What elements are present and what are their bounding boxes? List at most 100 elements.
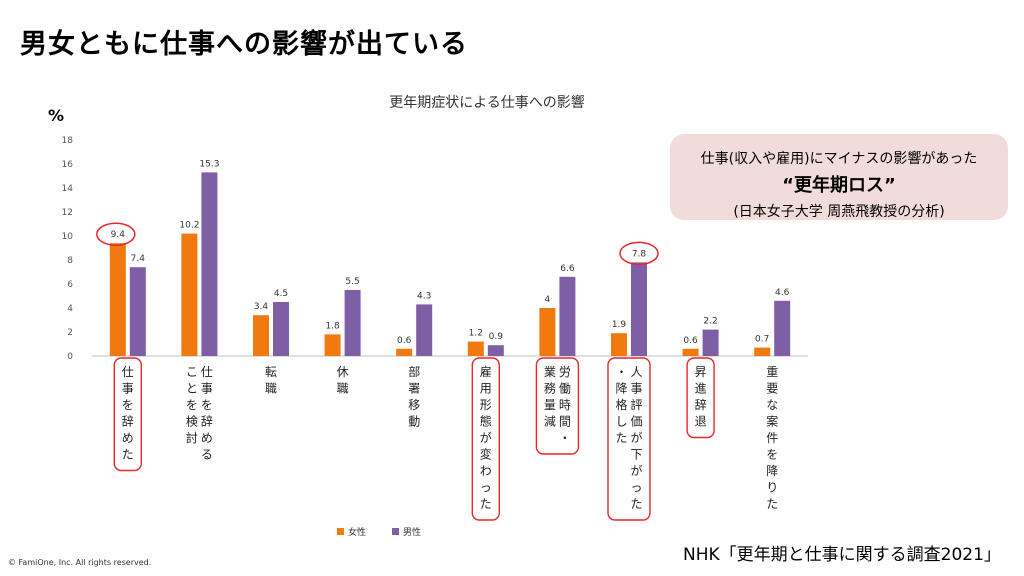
category-label-char: 職 [265,382,277,396]
slide-title: 男女ともに仕事への影響が出ている [20,29,468,60]
bar-male [702,329,719,356]
legend-label-female: 女性 [348,526,366,538]
category-label-char: 業 [544,365,556,379]
bar-male [273,302,289,356]
category-label-char: 人 [630,365,642,379]
category-label-char: 検 [186,415,198,429]
category-label-char: 事 [630,382,642,396]
data-label: 0.6 [683,336,698,346]
data-label: 9.4 [111,230,126,240]
value-highlight-circle [619,241,659,266]
data-label: 6.6 [560,264,575,274]
category-label-char: 変 [480,447,492,462]
category-label-char: を [122,398,134,412]
category-label-char: 要 [766,382,778,396]
bar-male [559,276,576,356]
y-tick-label: 2 [67,328,73,338]
category-highlight-frame [113,357,143,472]
category-label-char: が [630,430,642,445]
data-label: 5.5 [345,277,359,287]
category-label-char: た [615,431,627,445]
category-highlight-frame [471,357,500,521]
copyright: © FamiOne, Inc. All rights reserved. [8,558,152,567]
category-label-char: 用 [480,382,492,396]
category-label-char: を [201,398,213,412]
bar-female [324,334,341,356]
data-label: 15.3 [199,159,219,169]
category-label-char: り [766,481,778,495]
category-label-char: 辞 [695,397,707,412]
callout-attribution: (日本女子大学 周燕飛教授の分析) [733,204,945,220]
category-label-char: が [630,463,642,478]
category-label-char: っ [480,481,492,495]
category-label-char: 仕 [122,365,134,379]
category-label-char: 時 [559,398,571,412]
bar-male [201,172,218,356]
bar-male [416,304,433,356]
value-highlight-circle [96,222,136,246]
y-tick-label: 10 [62,232,74,242]
category-label-char: 昇 [695,365,707,379]
category-label-char: を [766,448,778,462]
data-label: 4.5 [274,289,288,299]
category-label-char: 辞 [122,414,134,429]
y-tick-label: 4 [67,304,73,314]
category-highlight-frame [607,357,651,521]
bar-male [344,290,361,356]
category-label-char: 仕 [201,365,213,379]
category-label-char: た [480,497,492,511]
y-tick-label: 0 [67,352,73,362]
category-label-char: め [201,431,213,445]
category-label-char: わ [480,464,492,478]
data-label: 3.4 [254,302,269,312]
category-label-char: 退 [695,415,707,429]
chart-title: 更年期症状による仕事への影響 [389,94,585,111]
category-label-char: 職 [337,382,349,396]
category-label-char: 辞 [201,414,213,429]
legend-swatch-male [392,528,399,535]
legend-swatch-female [337,528,344,535]
bar-male [631,262,647,356]
category-highlight-frame [686,357,715,439]
category-label-char: 部 [408,364,420,379]
bar-female [754,347,771,356]
category-label-char: 事 [201,382,213,396]
data-label: 4.3 [417,291,431,301]
category-label-char: 案 [766,414,778,429]
category-label-char: っ [630,481,642,495]
category-label-char: と [186,382,198,396]
category-label-char: を [186,398,198,412]
category-highlight-frame [535,357,580,455]
y-tick-label: 8 [67,256,73,266]
bar-female [396,348,413,356]
data-label: 1.2 [469,329,483,339]
category-label-char: 働 [559,382,571,396]
category-label-char: な [766,398,778,412]
data-label: 0.9 [489,332,504,342]
category-label-char: 降 [766,464,778,478]
category-label-char: 務 [544,382,556,396]
data-label: 4.6 [775,288,790,298]
category-label-char: し [615,415,627,429]
category-label-char: 事 [122,382,134,396]
category-label-char: 降 [615,382,627,396]
bar-female [539,308,556,356]
data-label: 1.8 [325,321,340,331]
category-label-char: ・ [559,431,571,445]
bar-female [109,243,126,356]
y-tick-label: 16 [62,160,74,170]
data-label: 0.6 [397,336,412,346]
category-label-char: 減 [544,414,556,429]
data-label: 0.7 [755,335,769,345]
category-label-char: め [122,431,134,445]
category-label-char: 討 [186,430,198,445]
category-label-char: 転 [265,365,277,379]
bar-male [487,345,504,356]
category-label-char: 進 [695,382,707,396]
callout-highlight: “更年期ロス” [782,175,896,196]
bar-male [774,300,791,356]
bar-female [467,341,484,356]
y-tick-label: 18 [62,136,74,146]
y-tick-label: 12 [62,208,73,218]
